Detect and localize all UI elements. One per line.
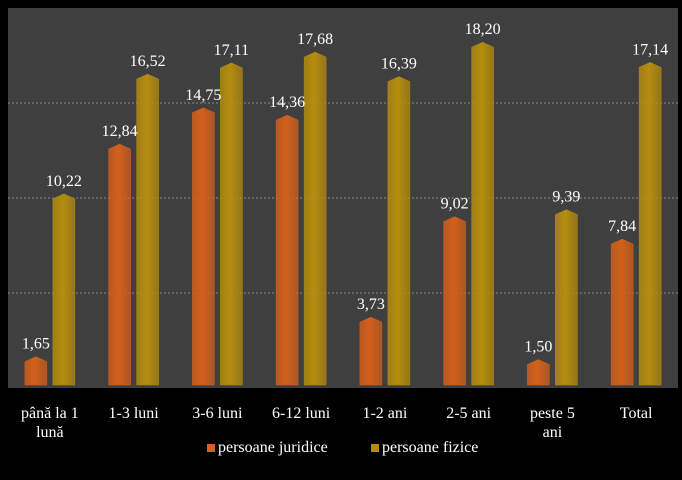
data-label: 1,50 — [524, 339, 552, 356]
bar-persoane-fizice — [303, 51, 327, 386]
data-label: 17,68 — [297, 31, 333, 48]
bar-persoane-juridice — [443, 216, 466, 386]
bar-persoane-juridice — [192, 107, 215, 386]
bar-persoane-juridice — [24, 356, 48, 386]
data-label: 16,52 — [130, 53, 166, 70]
bar-persoane-fizice — [136, 73, 159, 386]
x-tick-label: ani — [543, 424, 563, 441]
x-tick-label: 3-6 luni — [192, 405, 243, 422]
x-tick-label: 1-2 ani — [362, 405, 407, 422]
data-label: 12,84 — [102, 123, 138, 140]
x-tick-label: 6-12 luni — [272, 405, 331, 422]
data-label: 16,39 — [381, 56, 417, 73]
data-label: 9,39 — [552, 189, 580, 206]
bar-persoane-fizice — [52, 193, 76, 386]
x-tick-label: 1-3 luni — [109, 405, 160, 422]
data-label: 17,11 — [214, 42, 249, 59]
data-label: 14,75 — [185, 87, 221, 104]
x-axis-tick-labels: până la 1 lună 1-3 luni 3-6 luni 6-12 luni 1-… — [21, 405, 653, 441]
bar-persoane-juridice — [610, 238, 634, 386]
legend-label: persoane juridice — [218, 439, 328, 456]
legend-swatch — [207, 444, 215, 452]
bar-persoane-fizice — [387, 76, 411, 386]
data-label: 1,65 — [22, 336, 50, 353]
data-labels: 1,65 10,22 12,84 16,52 14,75 17,11 14,36 17,68 3… — [22, 21, 668, 355]
legend-swatch — [371, 444, 379, 452]
bar-persoane-juridice — [527, 359, 550, 386]
data-label: 10,22 — [46, 173, 82, 190]
bar-persoane-fizice — [471, 41, 494, 386]
bars — [24, 41, 662, 386]
data-label: 14,36 — [269, 94, 305, 111]
bar-persoane-juridice — [108, 143, 131, 386]
x-tick-label: 2-5 ani — [446, 405, 491, 422]
data-label: 7,84 — [608, 218, 636, 235]
bar-persoane-juridice — [275, 114, 299, 386]
bar-persoane-fizice — [220, 62, 243, 386]
bar-persoane-juridice — [359, 316, 383, 386]
data-label: 17,14 — [632, 41, 668, 58]
x-tick-label: peste 5 — [530, 405, 575, 422]
x-tick-label: lună — [36, 424, 64, 441]
legend-label: persoane fizice — [382, 439, 478, 456]
data-label: 18,20 — [465, 21, 501, 38]
bar-persoane-fizice — [555, 209, 578, 386]
legend: persoane juridice persoane fizice — [207, 439, 478, 456]
data-label: 3,73 — [357, 296, 385, 313]
bar-persoane-fizice — [638, 62, 662, 386]
x-tick-label: Total — [620, 405, 653, 422]
x-tick-label: până la 1 — [21, 405, 79, 422]
data-label: 9,02 — [441, 196, 469, 213]
